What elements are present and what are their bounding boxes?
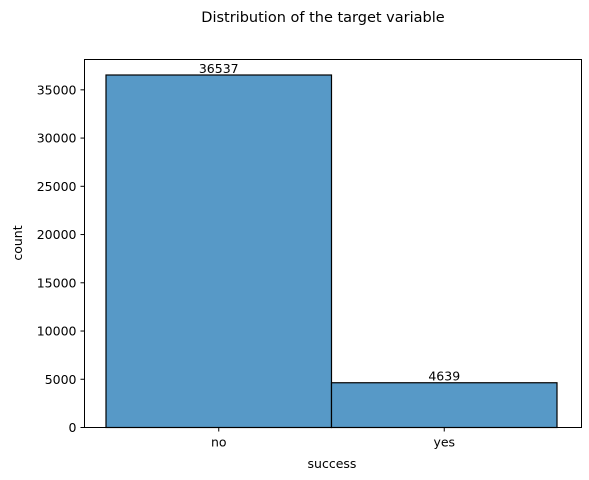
bar-yes	[330, 382, 558, 429]
y-tick-label: 0	[69, 420, 77, 435]
y-tick-label: 10000	[37, 324, 77, 339]
plot-frame	[84, 59, 582, 428]
x-tick-label: yes	[433, 435, 455, 450]
plot-area: 36537 4639 0 5000 10000 15000 20000 25000 30000…	[37, 59, 582, 450]
y-tick-label: 35000	[37, 82, 77, 97]
y-tick-label: 30000	[37, 131, 77, 146]
y-axis-ticks: 0 5000 10000 15000 20000 25000 30000 35000	[37, 82, 85, 435]
y-tick-label: 15000	[37, 275, 77, 290]
x-axis-ticks: no yes	[211, 427, 455, 450]
y-tick-label: 25000	[37, 179, 77, 194]
bar-value-label-no: 36537	[199, 61, 239, 76]
chart-title: Distribution of the target variable	[201, 10, 444, 26]
x-tick-label: no	[211, 435, 227, 450]
bars	[105, 74, 558, 429]
x-axis-label: success	[308, 456, 357, 471]
bar-value-label-yes: 4639	[428, 369, 460, 384]
y-tick-label: 5000	[45, 372, 77, 387]
y-axis-label: count	[10, 225, 25, 260]
y-tick-label: 20000	[37, 227, 77, 242]
bar-labels: 36537 4639	[199, 61, 460, 384]
bar-no	[105, 74, 333, 429]
